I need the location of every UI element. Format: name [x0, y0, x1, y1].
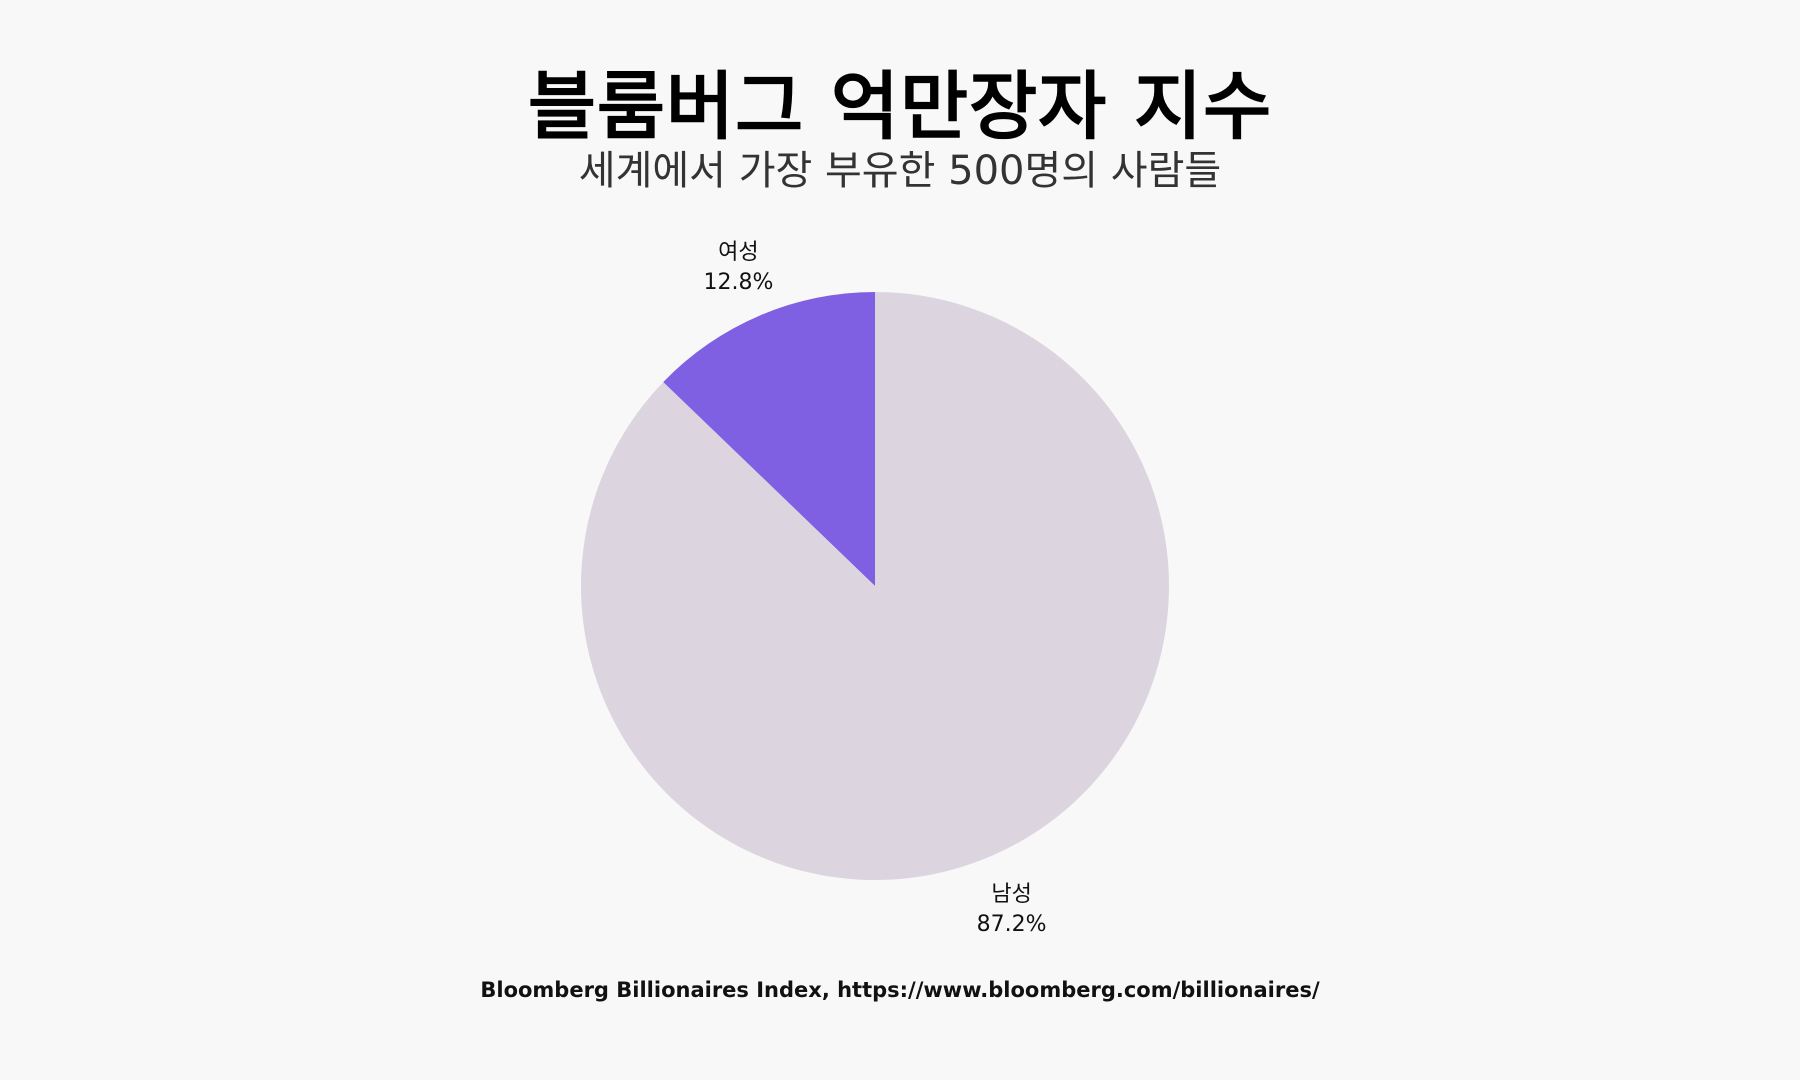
pie-slice-2	[581, 292, 1169, 880]
slice-label-1: 여성	[718, 240, 758, 265]
source-note: Bloomberg Billionaires Index, https://ww…	[480, 978, 1320, 1002]
pie-slices	[581, 292, 1169, 880]
slice-value-label-2: 87.2%	[977, 912, 1047, 937]
pie-slice-1	[663, 292, 875, 586]
chart-subtitle: 세계에서 가장 부유한 500명의 사람들	[578, 148, 1222, 194]
chart-title: 블룸버그 억만장자 지수	[527, 64, 1273, 150]
pie-labels: 여성 12.8% 남성 87.2%	[703, 240, 1046, 937]
slice-label-2: 남성	[991, 882, 1031, 907]
slice-value-label-1: 12.8%	[703, 270, 773, 295]
